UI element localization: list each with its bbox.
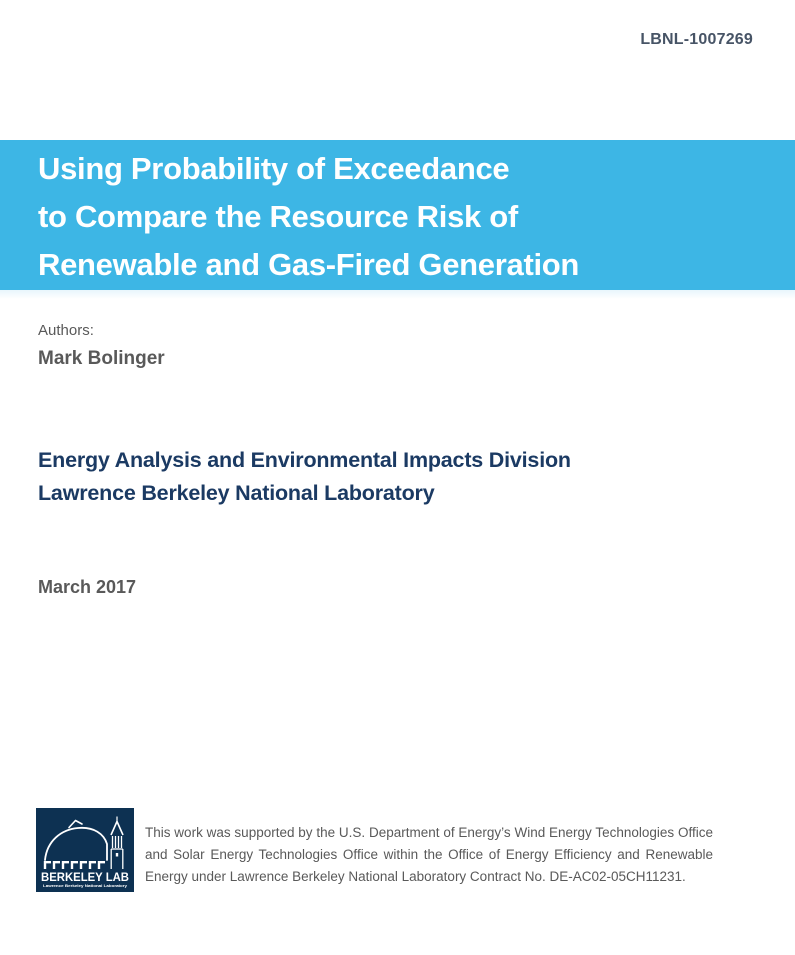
title-banner: Using Probability of Exceedance to Compa…: [0, 140, 795, 290]
author-name: Mark Bolinger: [38, 348, 165, 369]
berkeley-lab-building-icon: BERKELEY LAB Lawrence Berkeley National …: [36, 808, 134, 892]
title-line-1: Using Probability of Exceedance: [38, 151, 510, 186]
acknowledgment-text: This work was supported by the U.S. Depa…: [145, 825, 713, 884]
authors-label: Authors:: [38, 322, 94, 339]
division-name: Energy Analysis and Environmental Impact…: [38, 448, 571, 472]
logo-wordmark: BERKELEY LAB: [41, 872, 129, 884]
publication-date: March 2017: [38, 577, 137, 597]
title-line-2: to Compare the Resource Risk of: [38, 199, 518, 234]
division-block: Energy Analysis and Environmental Impact…: [38, 444, 571, 510]
logo-tagline: Lawrence Berkeley National Laboratory: [43, 883, 128, 888]
banner-shadow-strip: [0, 290, 795, 299]
report-number: LBNL-1007269: [640, 31, 753, 48]
berkeley-lab-logo: BERKELEY LAB Lawrence Berkeley National …: [36, 808, 134, 892]
laboratory-name: Lawrence Berkeley National Laboratory: [38, 481, 435, 505]
title-line-3: Renewable and Gas-Fired Generation: [38, 247, 580, 282]
footer: BERKELEY LAB Lawrence Berkeley National …: [0, 800, 795, 910]
